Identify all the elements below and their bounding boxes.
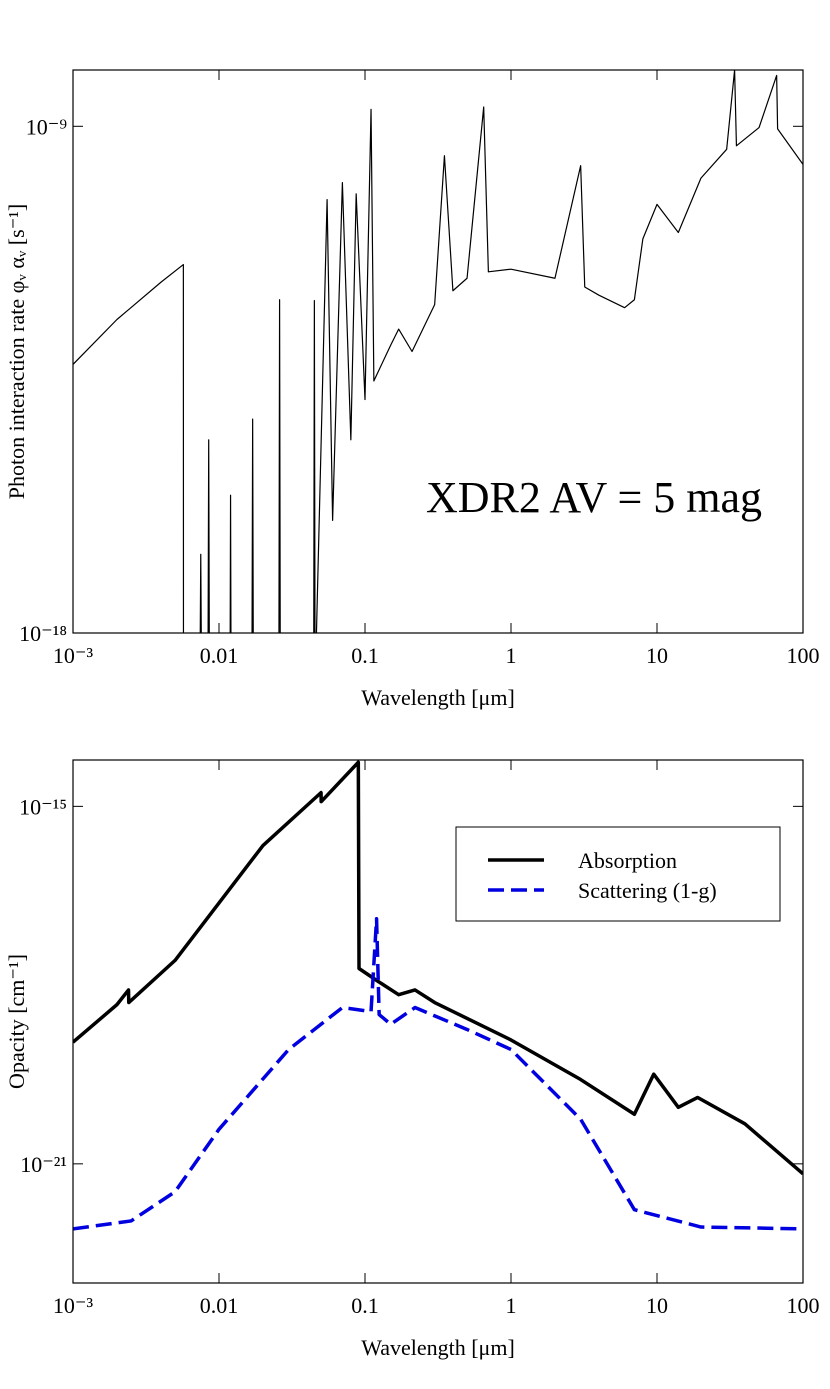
y-tick-label: 10⁻⁹ xyxy=(26,114,68,139)
x-tick-label: 10⁻³ xyxy=(53,643,94,668)
plot-frame xyxy=(72,759,804,1284)
y-axis-label: Opacity [cm⁻¹] xyxy=(4,954,29,1089)
data-line xyxy=(73,760,803,1176)
x-tick-label: 100 xyxy=(787,1293,820,1318)
legend-label: Scattering (1-g) xyxy=(578,878,717,903)
x-tick-label: 0.01 xyxy=(200,1293,239,1318)
x-tick-label: 10⁻³ xyxy=(53,1293,94,1318)
x-tick-label: 10 xyxy=(646,1293,668,1318)
x-tick-label: 10 xyxy=(646,643,668,668)
plot xyxy=(73,70,803,633)
panel: 10⁻³ 0.01 0.1 1 10 100 10⁻²¹ 10⁻¹⁵ Wavelength [μ… xyxy=(4,759,820,1360)
data-line xyxy=(73,70,803,633)
x-tick-label: 0.1 xyxy=(351,1293,379,1318)
plot-frame xyxy=(72,69,804,634)
data-line xyxy=(73,916,803,1231)
x-tick-label: 0.1 xyxy=(351,643,379,668)
panel: 10⁻³ 0.01 0.1 1 10 100 10⁻¹⁸ 10⁻⁹ Wavelength [μm… xyxy=(4,69,820,710)
x-tick-label: 1 xyxy=(506,643,517,668)
legend-label: Absorption xyxy=(578,848,677,873)
x-tick-label: 100 xyxy=(787,643,820,668)
plot xyxy=(73,760,803,1231)
y-tick-label: 10⁻²¹ xyxy=(20,1152,67,1177)
x-tick-label: 0.01 xyxy=(200,643,239,668)
annotation: XDR2 AV = 5 mag xyxy=(426,473,762,522)
x-axis-label: Wavelength [μm] xyxy=(361,1335,515,1360)
y-tick-label: 10⁻¹⁸ xyxy=(19,621,67,646)
legend-box xyxy=(455,826,781,922)
y-axis-label: Photon interaction rate φᵥ αᵥ [s⁻¹] xyxy=(4,204,29,499)
x-axis-label: Wavelength [μm] xyxy=(361,685,515,710)
x-tick-label: 1 xyxy=(506,1293,517,1318)
y-tick-label: 10⁻¹⁵ xyxy=(19,794,67,819)
